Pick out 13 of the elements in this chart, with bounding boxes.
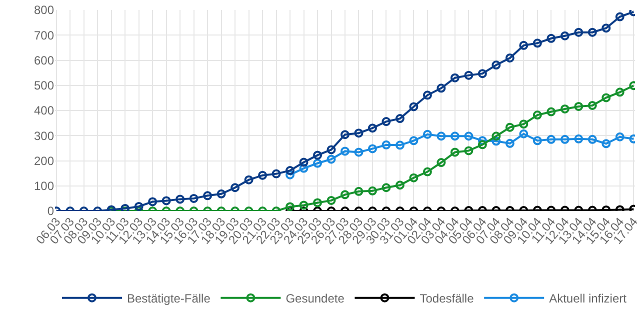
- legend-label: Aktuell infiziert: [549, 292, 628, 306]
- y-tick-label: 800: [34, 3, 54, 18]
- y-tick-label: 400: [34, 104, 54, 118]
- y-tick-label: 200: [34, 154, 54, 168]
- y-tick-label: 0: [47, 204, 54, 218]
- legend-label: Todesfälle: [420, 292, 474, 306]
- y-tick-label: 100: [34, 179, 54, 194]
- y-tick-label: 600: [34, 53, 54, 68]
- y-tick-label: 300: [34, 128, 54, 143]
- y-tick-label: 500: [34, 78, 54, 93]
- legend-label: Bestätigte-Fälle: [127, 292, 211, 306]
- legend-label: Gesundete: [286, 292, 345, 306]
- y-tick-label: 700: [34, 28, 54, 42]
